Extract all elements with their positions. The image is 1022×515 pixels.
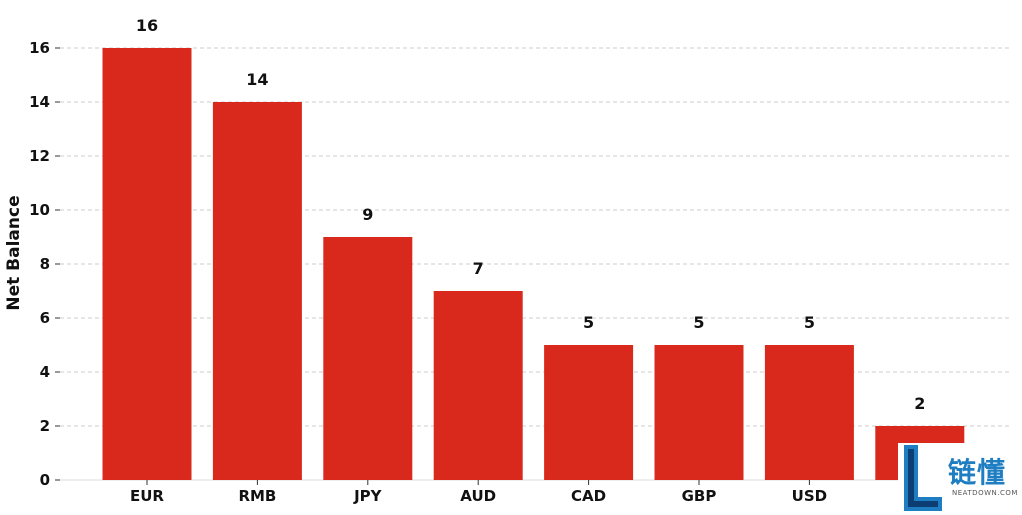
bar-value-label: 9 xyxy=(362,205,373,224)
bar xyxy=(764,345,854,480)
bar-value-label: 7 xyxy=(473,259,484,278)
watermark-brand-text: 链懂 xyxy=(948,456,1007,489)
bar-value-labels: 16 14 9 7 5 5 5 2 xyxy=(136,16,926,413)
y-tick-label: 10 xyxy=(29,201,50,219)
y-tick-label: 16 xyxy=(29,39,50,57)
bar-value-label: 5 xyxy=(804,313,815,332)
bar-value-label: 16 xyxy=(136,16,158,35)
bar xyxy=(433,291,523,480)
y-tick-label: 12 xyxy=(29,147,50,165)
x-tick-label: EUR xyxy=(130,487,164,505)
bar xyxy=(102,48,192,480)
bar-value-label: 5 xyxy=(583,313,594,332)
bar xyxy=(323,237,413,480)
bar xyxy=(544,345,634,480)
x-tick-label: JPY xyxy=(353,487,383,505)
bar-value-label: 14 xyxy=(246,70,268,89)
bar-value-label: 5 xyxy=(693,313,704,332)
grid-lines xyxy=(60,47,1010,427)
y-tick-label: 6 xyxy=(40,309,50,327)
x-tick-label: AUD xyxy=(460,487,496,505)
y-tick-label: 4 xyxy=(40,363,50,381)
x-tick-label: USD xyxy=(792,487,827,505)
x-tick-label: GBP xyxy=(682,487,717,505)
watermark-logo: 链懂 NEATDOWN.COM xyxy=(898,443,1022,515)
bar-value-label: 2 xyxy=(914,394,925,413)
watermark-url-text: NEATDOWN.COM xyxy=(952,489,1018,497)
bar xyxy=(212,102,302,480)
watermark-l-icon xyxy=(904,445,942,511)
y-tick-label: 14 xyxy=(29,93,50,111)
bars xyxy=(102,48,965,480)
y-tick-labels: 0 2 4 6 8 10 12 14 16 xyxy=(29,39,60,489)
x-tick-labels: EUR RMB JPY AUD CAD GBP USD xyxy=(130,480,921,505)
y-tick-label: 8 xyxy=(40,255,50,273)
y-tick-label: 0 xyxy=(40,471,50,489)
y-axis-title: Net Balance xyxy=(4,195,24,310)
x-tick-label: CAD xyxy=(571,487,606,505)
bar xyxy=(654,345,744,480)
y-tick-label: 2 xyxy=(40,417,50,435)
x-tick-label: RMB xyxy=(238,487,276,505)
